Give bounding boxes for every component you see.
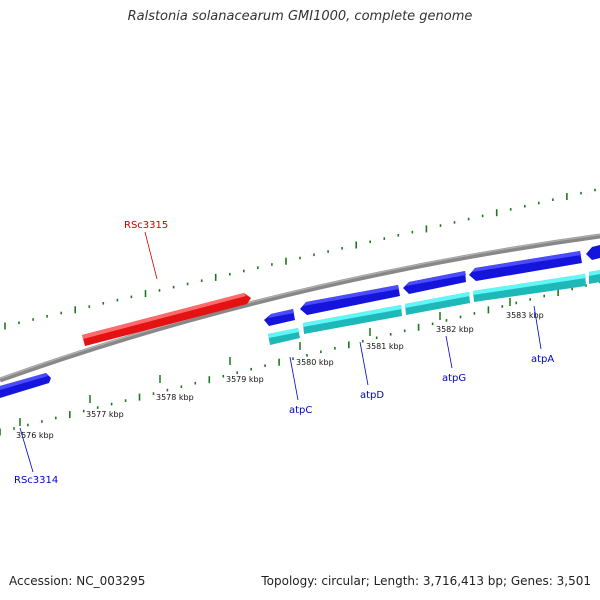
tick-label-3576: 3576 kbp: [16, 431, 54, 440]
upper-tick-row: [4, 188, 596, 330]
genome-stats-text: Topology: circular; Length: 3,716,413 bp…: [261, 574, 591, 588]
gene-feature-RSc3314[interactable]: [0, 373, 51, 398]
tick-label-3577: 3577 kbp: [86, 410, 124, 419]
tick-label-3579: 3579 kbp: [226, 375, 264, 384]
tick-label-3580: 3580 kbp: [296, 358, 334, 367]
cds-lane-segment-1: [268, 328, 300, 345]
leader-line-atpA: [533, 305, 542, 350]
accession-text: Accession: NC_003295: [9, 574, 146, 588]
leader-line-RSc3314: [19, 427, 34, 473]
gene-feature-edge-blue[interactable]: [586, 245, 600, 260]
gene-feature-atpC[interactable]: [264, 309, 295, 326]
gene-label-RSc3315: RSc3315: [124, 220, 168, 231]
map-title: Ralstonia solanacearum GMI1000, complete…: [127, 9, 473, 24]
cds-lane-segment-4: [473, 274, 586, 302]
kbp-tick-marks: [19, 298, 511, 426]
tick-label-3583: 3583 kbp: [506, 311, 544, 320]
leader-line-atpC: [289, 356, 299, 401]
cds-lane-segment-2: [303, 305, 402, 334]
leader-line-atpG: [445, 335, 453, 369]
gene-label-atpC: atpC: [289, 405, 312, 416]
gene-label-RSc3314: RSc3314: [14, 475, 58, 486]
genome-backbone-highlight: [0, 233, 600, 380]
gene-feature-atpG[interactable]: [403, 271, 466, 294]
lower-tick-row: [0, 280, 600, 436]
gene-label-atpA: atpA: [531, 354, 554, 365]
cds-lane-segment-5: [589, 270, 600, 284]
gene-feature-atpA[interactable]: [469, 251, 582, 281]
genome-backbone: [0, 233, 600, 383]
gene-feature-atpD[interactable]: [300, 285, 400, 315]
tick-label-3581: 3581 kbp: [366, 342, 404, 351]
tick-label-3582: 3582 kbp: [436, 325, 474, 334]
leader-line-atpD: [359, 341, 369, 386]
tick-label-3578: 3578 kbp: [156, 393, 194, 402]
cds-lane-segment-3: [405, 292, 470, 315]
leader-line-RSc3315: [144, 231, 158, 280]
gene-label-atpG: atpG: [442, 373, 466, 384]
gene-label-atpD: atpD: [360, 390, 384, 401]
gene-feature-RSc3315[interactable]: [82, 293, 251, 346]
